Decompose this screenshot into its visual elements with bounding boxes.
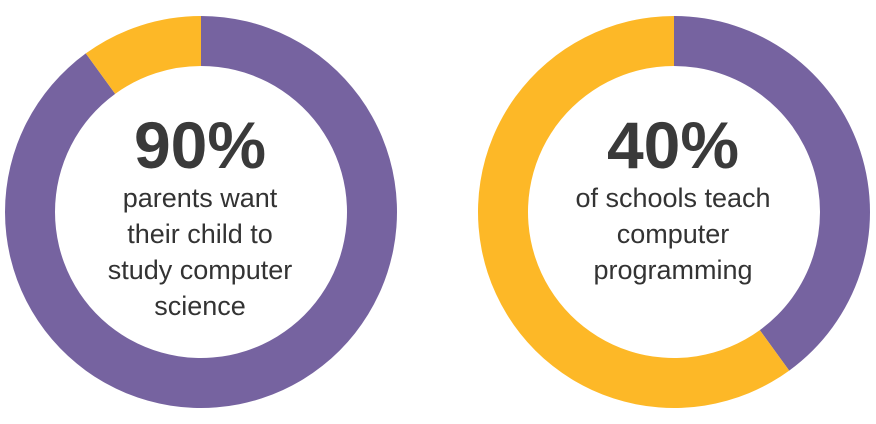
left-caption-line: science — [154, 291, 246, 321]
left-percentage: 90% — [133, 108, 267, 182]
right-percentage: 40% — [606, 108, 740, 182]
left-caption-line: study computer — [107, 255, 293, 285]
left-caption-line: their child to — [127, 219, 273, 249]
donut-0-slice-1 — [85, 16, 201, 94]
donut-1-slice-0 — [674, 16, 870, 371]
donut-1-slice-1 — [477, 16, 790, 408]
left-caption-line: parents want — [122, 183, 278, 213]
right-donut-label: 40% of schools teach computer programmin… — [548, 110, 798, 288]
left-donut-label: 90% parents want their child to study co… — [75, 110, 325, 324]
right-caption-line: computer — [616, 219, 730, 249]
right-caption-line: programming — [593, 255, 753, 285]
right-caption-line: of schools teach — [575, 183, 771, 213]
